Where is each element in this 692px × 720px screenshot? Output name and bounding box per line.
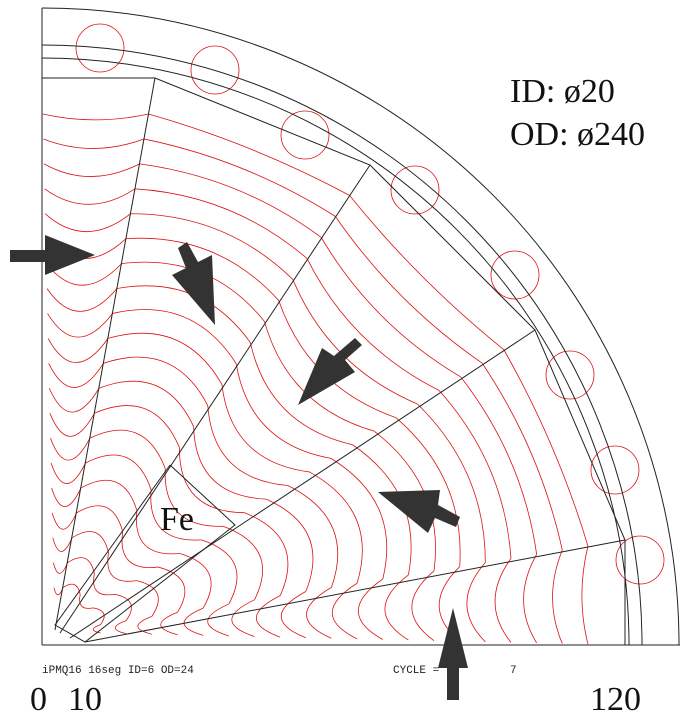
field-line (43, 114, 149, 120)
field-line (72, 532, 109, 553)
field-line (47, 289, 117, 312)
field-line (288, 486, 338, 588)
field-line (524, 554, 537, 643)
field-line (50, 438, 90, 460)
footer-label: iPMQ16 16seg ID=6 OD=24 (42, 665, 194, 677)
field-line (309, 472, 362, 583)
field-line (194, 427, 267, 500)
field-line (104, 357, 208, 405)
axis-ten: 10 (68, 681, 102, 718)
field-line (201, 540, 237, 604)
field-line (81, 480, 137, 510)
field-line (93, 625, 100, 633)
field-line (90, 430, 165, 468)
field-line (51, 463, 85, 484)
fe-label: Fe (160, 501, 194, 538)
field-line (48, 338, 108, 362)
field-line (140, 164, 322, 238)
field-line (245, 513, 288, 596)
field-line (77, 506, 123, 532)
arrow (298, 338, 362, 405)
segment-edge (55, 78, 155, 630)
field-line (48, 313, 113, 337)
field-line (553, 550, 563, 643)
field-line (158, 567, 185, 612)
field-line (49, 388, 99, 412)
arrow (438, 608, 468, 700)
field-line (208, 406, 288, 486)
field-line (52, 488, 81, 507)
od-label: OD: ø240 (510, 116, 645, 153)
arrow (10, 235, 95, 275)
axis-max: 120 (590, 681, 641, 718)
segment-edge (70, 330, 535, 638)
field-line (50, 413, 95, 436)
field-line (108, 553, 137, 582)
field-line (45, 214, 130, 232)
field-line (108, 333, 222, 384)
field-line (232, 600, 255, 637)
fringe-loop (391, 166, 439, 214)
cycle-label: CYCLE = (393, 665, 439, 677)
iron-pole (55, 465, 235, 642)
field-line (482, 363, 562, 550)
segment-edge (60, 165, 370, 633)
cycle-value: 7 (510, 665, 517, 677)
field-line (68, 558, 95, 574)
field-line (331, 458, 387, 579)
id-label: ID: ø20 (510, 73, 615, 110)
field-line (412, 571, 434, 641)
field-line (113, 309, 237, 363)
field-line (461, 377, 537, 554)
field-line (161, 612, 178, 635)
field-line (582, 546, 588, 644)
field-line (144, 139, 335, 216)
field-line (43, 139, 144, 148)
arrow (378, 490, 460, 533)
field-line (52, 513, 76, 529)
field-line (135, 189, 307, 259)
field-line (115, 621, 126, 634)
field-line (256, 596, 280, 637)
field-line (86, 455, 152, 490)
field-line (208, 604, 229, 636)
segment-edge (85, 540, 625, 642)
field-line (223, 526, 263, 600)
field-line (80, 595, 94, 609)
arrow (172, 242, 215, 325)
field-line (439, 390, 511, 558)
field-line (44, 164, 139, 177)
field-line (495, 558, 511, 642)
field-line (122, 532, 158, 568)
magnet-diagram: ID: ø20 OD: ø240 Fe iPMQ16 16seg ID=6 OD… (0, 0, 692, 720)
field-line (266, 499, 313, 591)
arrows (10, 235, 468, 700)
field-line (417, 404, 485, 563)
axis-zero: 0 (30, 681, 47, 718)
field-line (45, 189, 135, 205)
fringe-loop (281, 111, 329, 159)
field-line (137, 581, 159, 617)
field-line (222, 384, 309, 471)
field-line (281, 592, 306, 638)
field-line (95, 406, 180, 448)
field-line (504, 350, 588, 546)
field-line (350, 195, 504, 349)
field-line (467, 563, 485, 642)
fringe-loop (546, 351, 594, 399)
field-line (99, 381, 194, 426)
field-line (307, 587, 332, 638)
field-line (49, 363, 104, 387)
field-line (117, 286, 250, 343)
fringe-loop (591, 446, 639, 494)
